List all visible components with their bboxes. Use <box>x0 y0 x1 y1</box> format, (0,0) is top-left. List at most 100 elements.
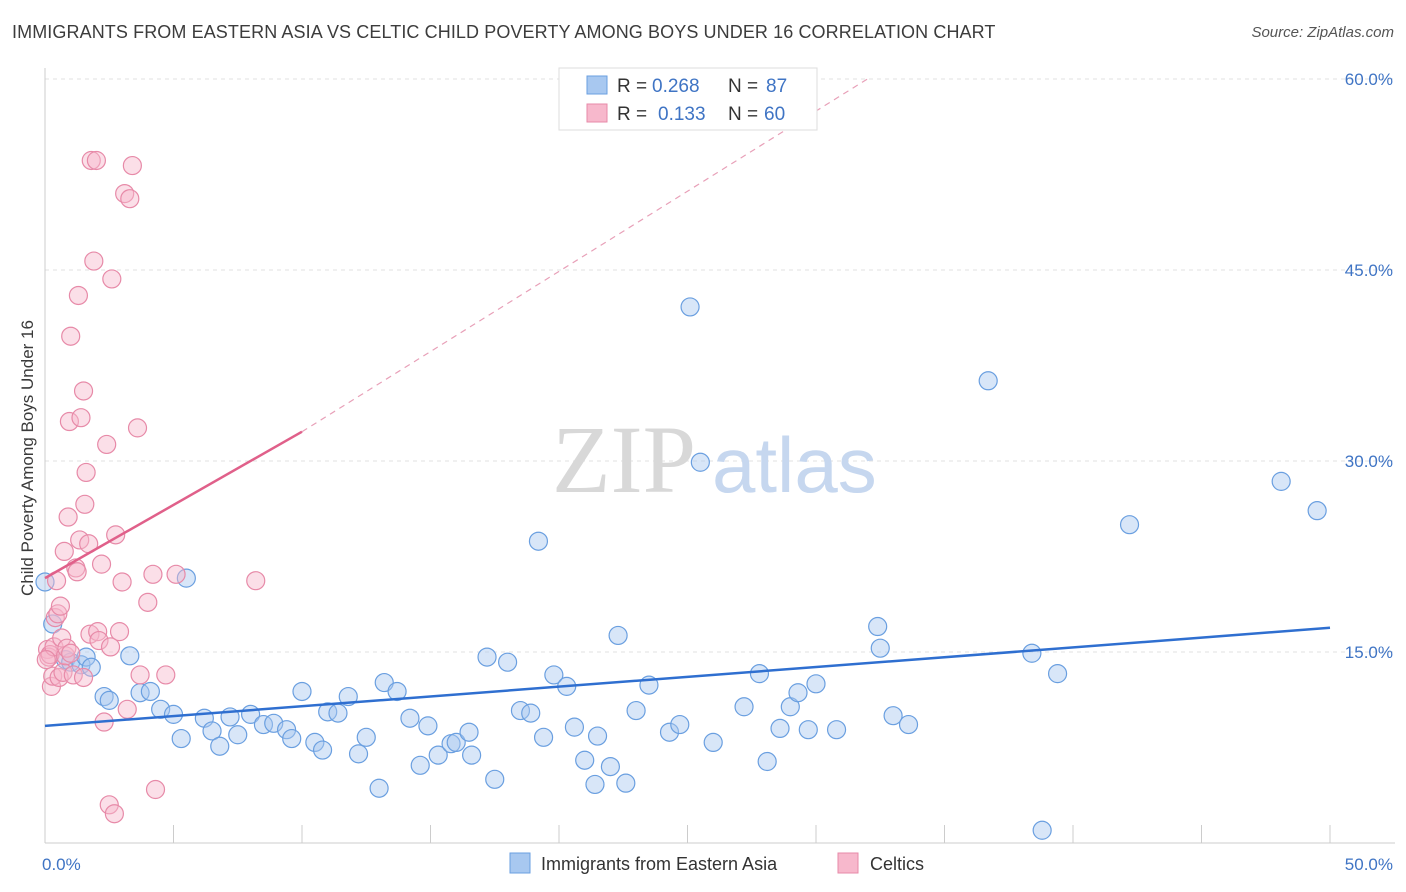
bottom-legend-label-blue: Immigrants from Eastern Asia <box>541 854 778 874</box>
point-pink-11 <box>52 628 72 648</box>
watermark-atlas: atlas <box>712 421 877 509</box>
point-blue-66 <box>690 452 710 472</box>
point-blue-42 <box>446 732 466 753</box>
watermark: ZIP atlas <box>552 406 877 513</box>
y-tick-label-2: 45.0% <box>1345 261 1393 280</box>
point-blue-70 <box>757 751 777 772</box>
legend-r-label-2: R = <box>617 104 647 125</box>
point-blue-84 <box>1047 664 1068 684</box>
point-blue-60 <box>616 773 636 793</box>
point-blue-34 <box>369 778 389 798</box>
point-pink-31 <box>84 251 104 271</box>
point-pink-13 <box>54 541 74 562</box>
point-blue-75 <box>806 674 826 694</box>
point-blue-52 <box>544 665 564 685</box>
point-pink-50 <box>130 665 150 685</box>
point-pink-56 <box>246 571 266 591</box>
point-pink-37 <box>97 434 117 455</box>
point-blue-49 <box>521 703 541 723</box>
point-blue-79 <box>883 706 903 726</box>
point-blue-27 <box>305 732 325 753</box>
point-pink-21 <box>67 562 87 582</box>
point-pink-58 <box>61 643 81 663</box>
point-blue-56 <box>585 774 605 795</box>
point-blue-14 <box>171 728 191 749</box>
point-blue-29 <box>318 702 338 722</box>
point-blue-73 <box>788 683 808 703</box>
point-blue-15 <box>176 568 196 588</box>
point-blue-46 <box>485 769 505 789</box>
point-pink-51 <box>138 592 158 612</box>
legend-r-value-1: 0.268 <box>652 76 700 97</box>
point-blue-45 <box>477 647 497 667</box>
y-tick-label-0: 15.0% <box>1345 643 1393 662</box>
x-tick-label-max: 50.0% <box>1345 855 1393 874</box>
point-pink-53 <box>145 779 166 800</box>
y-tick-label-1: 30.0% <box>1345 452 1393 471</box>
legend-box: R = 0.268 N = 87 R = 0.133 N = 60 <box>558 67 818 131</box>
point-blue-25 <box>282 728 302 749</box>
point-blue-40 <box>428 745 448 765</box>
point-blue-63 <box>659 722 680 742</box>
point-pink-34 <box>89 630 109 651</box>
trend-lines <box>44 78 1331 728</box>
trend-line-pink-extension <box>301 78 868 433</box>
point-pink-44 <box>112 572 132 592</box>
point-blue-9 <box>120 646 140 666</box>
point-blue-20 <box>228 725 248 745</box>
point-pink-15 <box>57 638 77 658</box>
point-blue-87 <box>1307 501 1327 521</box>
bottom-legend-swatch-blue <box>509 852 531 874</box>
point-pink-17 <box>59 411 80 432</box>
point-blue-6 <box>81 657 101 677</box>
point-pink-22 <box>68 285 89 306</box>
point-pink-32 <box>86 150 107 171</box>
point-pink-8 <box>48 604 68 624</box>
point-blue-8 <box>99 690 119 710</box>
point-pink-27 <box>76 462 96 483</box>
point-blue-65 <box>680 297 700 317</box>
point-blue-43 <box>459 722 479 742</box>
x-tick-label-min: 0.0% <box>42 855 81 874</box>
point-blue-57 <box>587 726 608 746</box>
legend-n-label-2: N = <box>728 104 758 125</box>
point-blue-12 <box>151 699 171 719</box>
point-pink-30 <box>81 150 101 171</box>
point-blue-38 <box>410 755 430 775</box>
point-pink-59 <box>73 667 94 688</box>
point-blue-83 <box>1032 820 1052 840</box>
point-pink-25 <box>73 381 94 401</box>
point-pink-18 <box>61 326 81 346</box>
point-blue-67 <box>703 732 723 753</box>
point-pink-45 <box>115 184 135 204</box>
watermark-zip: ZIP <box>552 406 696 513</box>
point-blue-24 <box>276 720 297 740</box>
legend-r-value-2: 0.133 <box>658 104 706 125</box>
point-blue-58 <box>600 756 621 777</box>
point-pink-55 <box>166 564 186 584</box>
point-blue-76 <box>826 720 847 740</box>
point-pink-38 <box>99 795 119 815</box>
tick-labels: 15.0% 30.0% 45.0% 60.0% 0.0% 50.0% <box>42 70 1393 874</box>
point-pink-40 <box>102 269 122 289</box>
point-blue-64 <box>670 714 690 735</box>
point-blue-86 <box>1271 471 1291 491</box>
legend-n-value-2: 60 <box>764 104 785 125</box>
point-blue-33 <box>356 727 376 747</box>
point-blue-37 <box>400 708 420 728</box>
point-blue-54 <box>564 717 585 737</box>
legend-r-label-1: R = <box>617 76 647 97</box>
point-pink-35 <box>91 554 112 574</box>
point-blue-74 <box>798 720 818 740</box>
point-pink-57 <box>36 650 56 670</box>
point-blue-28 <box>312 740 333 760</box>
point-blue-55 <box>575 750 595 770</box>
legend-n-label-1: N = <box>728 76 758 97</box>
point-blue-51 <box>533 727 554 747</box>
point-pink-47 <box>120 189 140 209</box>
point-blue-11 <box>140 681 160 702</box>
point-pink-52 <box>143 564 163 584</box>
point-blue-82 <box>1022 643 1042 663</box>
point-pink-43 <box>109 622 130 642</box>
point-blue-80 <box>898 714 919 735</box>
